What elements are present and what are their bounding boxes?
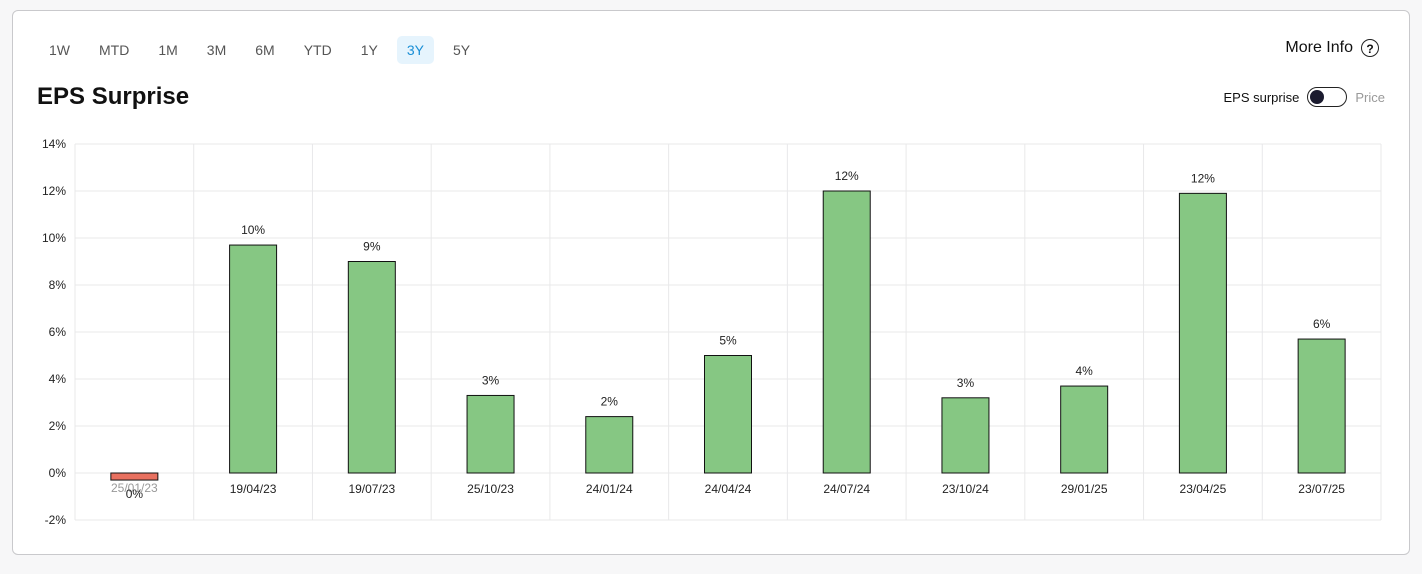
x-tick-label: 24/04/24 xyxy=(705,482,752,496)
bar xyxy=(585,416,634,474)
data-label: 4% xyxy=(1076,364,1094,378)
x-tick-label: 24/07/24 xyxy=(823,482,870,496)
help-icon: ? xyxy=(1361,39,1379,57)
bar xyxy=(1297,338,1346,474)
x-tick-label: 23/04/25 xyxy=(1180,482,1227,496)
bar xyxy=(110,472,159,481)
range-button-ytd[interactable]: YTD xyxy=(294,36,342,64)
y-tick-label: 14% xyxy=(42,137,66,151)
toggle-label-eps: EPS surprise xyxy=(1223,89,1300,105)
data-label: 3% xyxy=(482,373,500,387)
bar xyxy=(229,244,278,474)
bar xyxy=(347,261,396,474)
data-label: 0% xyxy=(126,487,144,501)
data-label: 3% xyxy=(957,376,975,390)
data-label: 10% xyxy=(241,223,265,237)
bar xyxy=(704,355,752,474)
y-tick-label: -2% xyxy=(45,513,67,527)
range-button-6m[interactable]: 6M xyxy=(245,36,284,64)
data-label: 5% xyxy=(719,334,737,348)
toggle-knob xyxy=(1310,89,1325,104)
bar xyxy=(466,394,515,474)
range-button-3m[interactable]: 3M xyxy=(197,36,236,64)
eps-surprise-chart: -2%0%2%4%6%8%10%12%14%25/01/230% 19/04/23… xyxy=(42,137,1382,527)
bar xyxy=(941,397,990,474)
x-tick-label: 25/01/23 xyxy=(111,481,158,495)
data-label: 12% xyxy=(835,169,859,183)
data-label: 12% xyxy=(1191,171,1215,185)
x-tick-label: 25/10/23 xyxy=(467,482,514,496)
eps-price-toggle-group: EPS surprise Price xyxy=(1223,87,1385,107)
y-tick-label: 4% xyxy=(49,372,67,386)
bar xyxy=(1060,385,1109,474)
x-tick-label: 23/10/24 xyxy=(942,482,989,496)
y-tick-label: 2% xyxy=(49,419,67,433)
bar xyxy=(822,190,871,474)
x-tick-label: 19/07/23 xyxy=(348,482,395,496)
page-title: EPS Surprise xyxy=(37,83,190,110)
data-label: 2% xyxy=(601,395,619,409)
x-tick-label: 23/07/25 xyxy=(1298,482,1345,496)
x-tick-label: 24/01/24 xyxy=(586,482,633,496)
range-button-1w[interactable]: 1W xyxy=(39,36,80,64)
range-button-1y[interactable]: 1Y xyxy=(351,36,388,64)
y-tick-label: 8% xyxy=(49,278,67,292)
x-tick-label: 29/01/25 xyxy=(1061,482,1108,496)
y-tick-label: 10% xyxy=(42,231,66,245)
bar xyxy=(1178,192,1227,474)
eps-price-toggle[interactable] xyxy=(1307,87,1348,107)
range-button-5y[interactable]: 5Y xyxy=(443,36,480,64)
range-button-mtd[interactable]: MTD xyxy=(89,36,139,64)
y-tick-label: 0% xyxy=(49,466,67,480)
data-label: 9% xyxy=(363,240,381,254)
x-tick-label: 19/04/23 xyxy=(230,482,277,496)
y-tick-label: 12% xyxy=(42,184,66,198)
range-button-1m[interactable]: 1M xyxy=(148,36,187,64)
range-button-3y[interactable]: 3Y xyxy=(396,36,434,64)
range-selector: 1W MTD 1M 3M 6M YTD 1Y 3Y 5Y xyxy=(39,36,489,64)
more-info-label: More Info xyxy=(1285,39,1353,56)
y-tick-label: 6% xyxy=(49,325,67,339)
data-label: 6% xyxy=(1313,317,1331,331)
toggle-label-price: Price xyxy=(1355,89,1385,105)
more-info-button[interactable]: More Info ? xyxy=(1285,39,1379,57)
